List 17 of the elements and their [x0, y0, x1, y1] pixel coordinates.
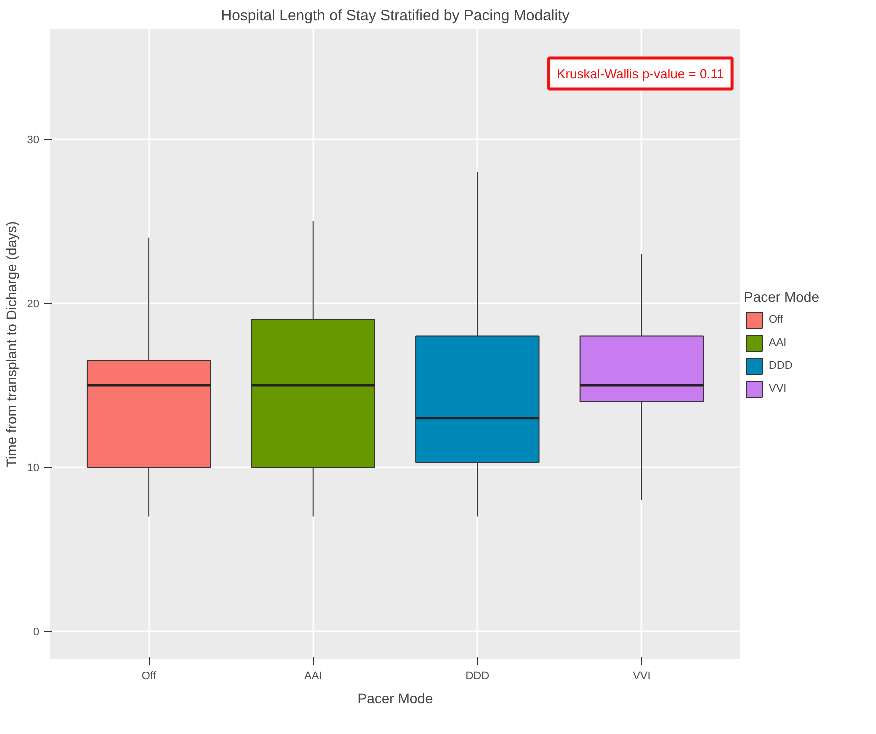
- chart-title: Hospital Length of Stay Stratified by Pacing Modality: [221, 8, 570, 24]
- y-tick-label: 0: [33, 626, 40, 639]
- legend-label: VVI: [769, 383, 788, 395]
- annotation: Kruskal-Wallis p-value = 0.11: [557, 66, 724, 82]
- x-tick-label: DDD: [466, 670, 490, 682]
- y-tick-label: 20: [27, 298, 40, 310]
- legend-title: Pacer Mode: [744, 289, 820, 305]
- legend-label: Off: [769, 314, 784, 326]
- legend-label: DDD: [769, 360, 794, 372]
- y-tick-label: 10: [27, 462, 40, 475]
- y-axis-title: Time from transplant to Dicharge (days): [3, 221, 20, 468]
- x-tick-label: VVI: [633, 670, 651, 682]
- legend-label: AAI: [769, 337, 788, 349]
- x-axis-title: Pacer Mode: [358, 690, 434, 706]
- x-tick-label: Off: [142, 670, 158, 682]
- x-tick-label: AAI: [304, 670, 322, 682]
- y-tick-label: 30: [27, 134, 40, 146]
